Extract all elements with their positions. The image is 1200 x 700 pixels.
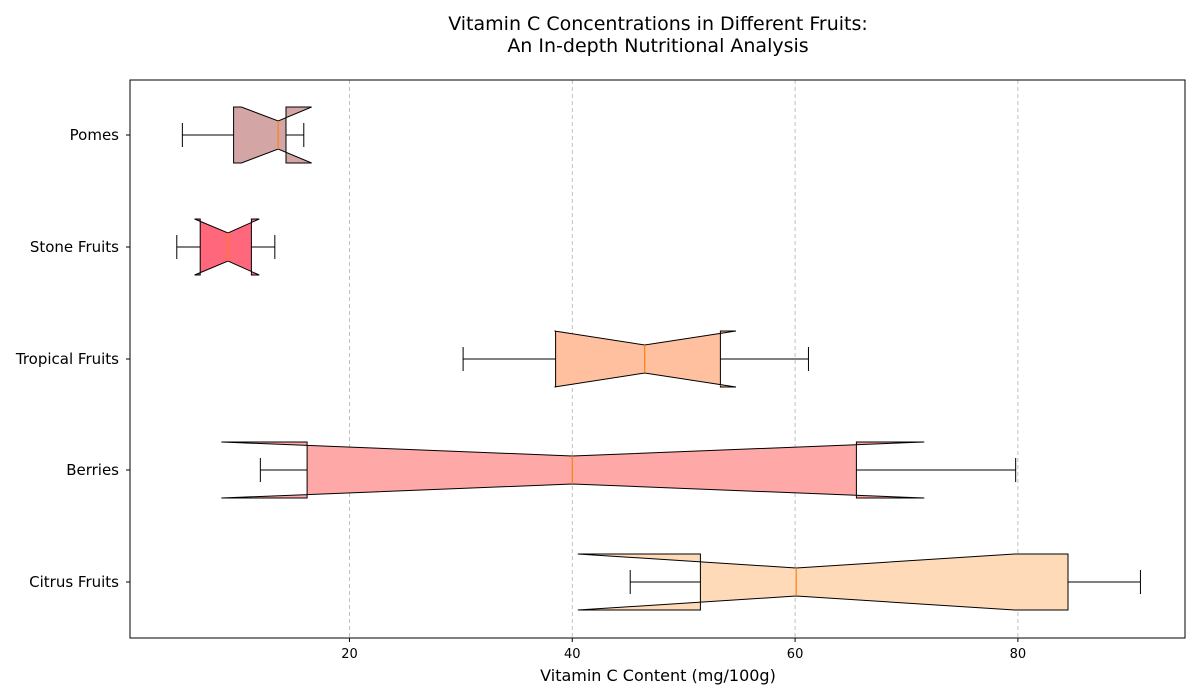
notched-box: [194, 218, 260, 276]
box-group: [462, 330, 809, 388]
notched-box: [577, 553, 1069, 611]
y-axis-categories: Citrus Fruits Berries Tropical Fruits Stone…: [15, 126, 130, 591]
grid-lines: [349, 80, 1019, 638]
box-group: [221, 441, 1017, 499]
box-group: [176, 218, 276, 276]
x-axis-ticks: 20 40 60 80: [341, 638, 1026, 662]
notched-box: [233, 106, 312, 164]
x-tick-label: 80: [1010, 647, 1027, 662]
y-tick-label: Tropical Fruits: [15, 350, 119, 368]
box-group: [577, 553, 1141, 611]
y-tick-label: Stone Fruits: [30, 238, 119, 256]
x-tick-label: 40: [564, 647, 581, 662]
chart-title-line-2: An In-depth Nutritional Analysis: [507, 35, 808, 57]
box-series: [176, 106, 1141, 611]
x-tick-label: 20: [341, 647, 358, 662]
x-axis-label: Vitamin C Content (mg/100g): [540, 666, 776, 685]
y-tick-label: Citrus Fruits: [29, 573, 119, 591]
x-tick-label: 60: [787, 647, 804, 662]
y-tick-label: Pomes: [70, 126, 120, 144]
y-tick-label: Berries: [66, 461, 119, 479]
box-group: [181, 106, 312, 164]
chart-title-line-1: Vitamin C Concentrations in Different Fr…: [448, 13, 868, 35]
